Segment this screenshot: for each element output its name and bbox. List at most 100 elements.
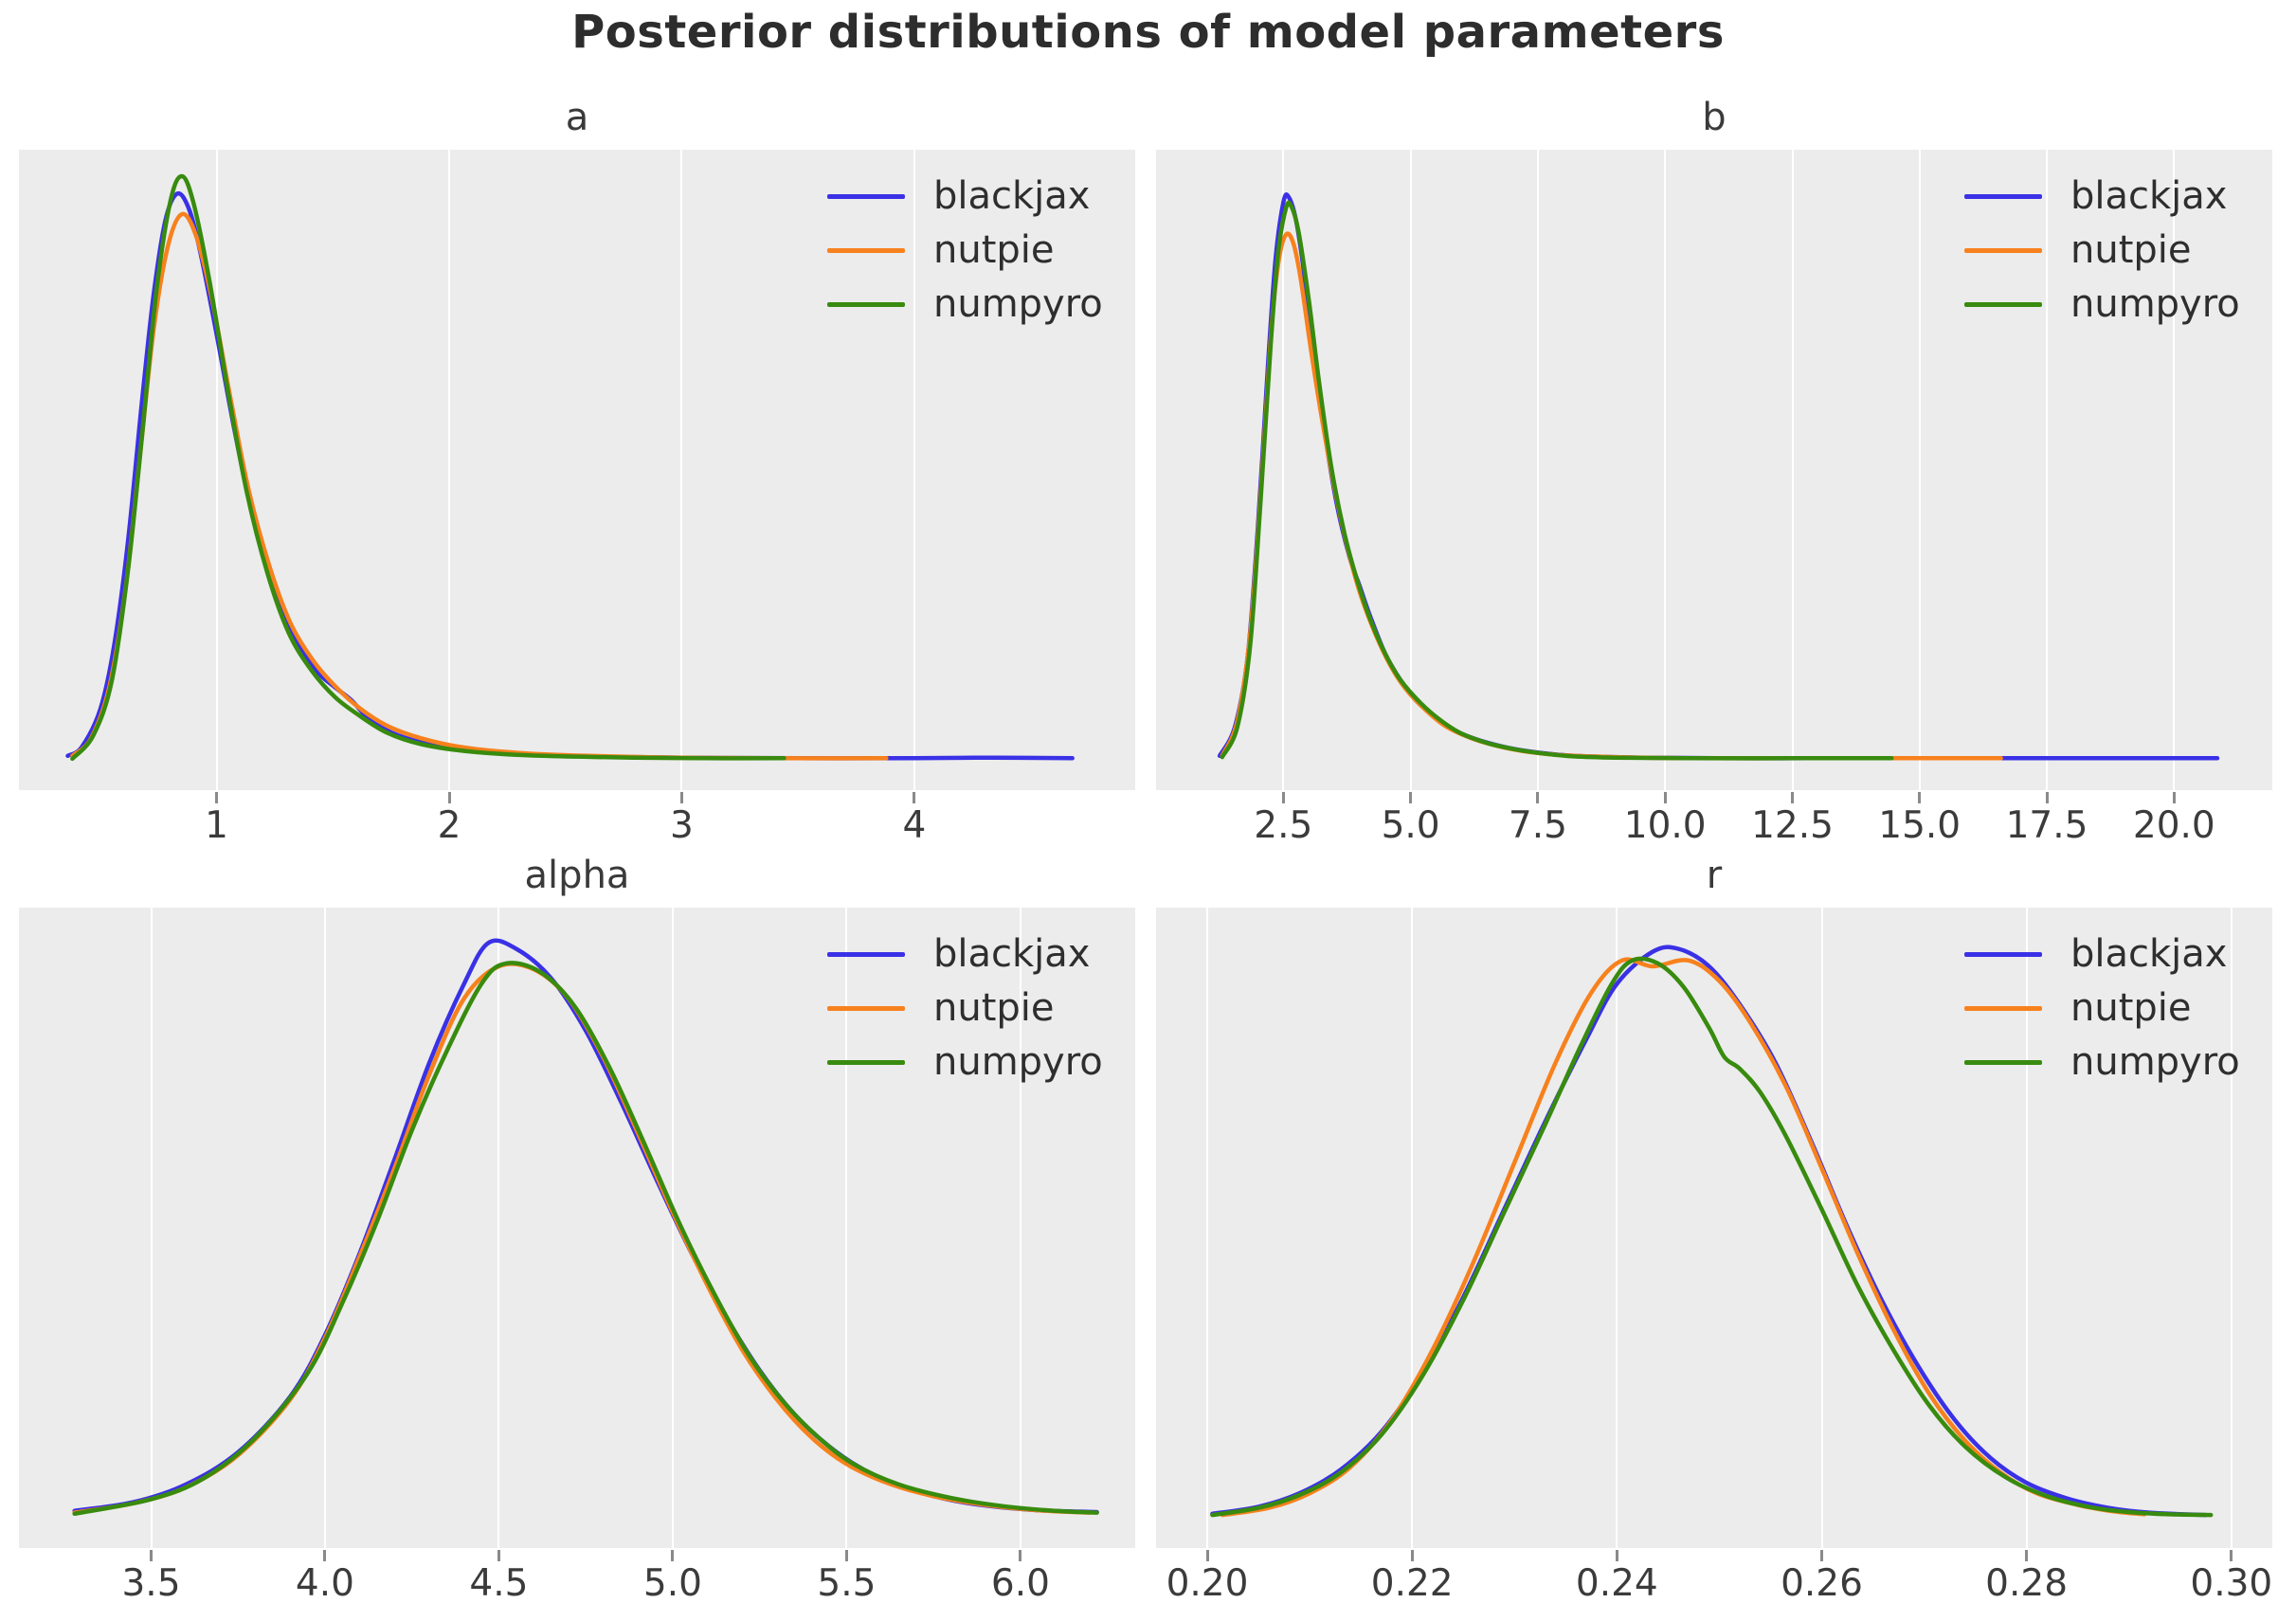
legend-entry-nutpie: nutpie: [1964, 228, 2240, 272]
plot-area-r: blackjax nutpie numpyro: [1156, 908, 2272, 1548]
tickmark-0.28: [2025, 1550, 2029, 1561]
legend-entry-nutpie: nutpie: [1964, 986, 2240, 1030]
xtick-label-0.24: 0.24: [1575, 1562, 1658, 1605]
kde-line-numpyro: [1220, 200, 1894, 761]
tickmark-4.5: [497, 1550, 500, 1561]
legend-label-numpyro: numpyro: [2070, 1040, 2240, 1084]
subplot-title-a: a: [565, 96, 589, 139]
x-axis-tick-labels-r: 0.20 0.22 0.24 0.26 0.28 0.30: [1156, 1561, 2273, 1609]
xtick-label-3: 3: [669, 804, 694, 847]
x-axis-tickmarks-r: [1156, 1548, 2272, 1561]
xtick-label-0.28: 0.28: [1985, 1562, 2069, 1605]
gridline-x-1: [215, 150, 218, 790]
gridline-x-0.24: [1616, 908, 1618, 1548]
legend-label-nutpie: nutpie: [2070, 228, 2192, 272]
tickmark-20: [2172, 792, 2176, 803]
tickmark-3.5: [150, 1550, 153, 1561]
xtick-label-12.5: 12.5: [1751, 804, 1834, 847]
gridline-x-2.5: [1282, 150, 1285, 790]
xtick-label-5.0: 5.0: [642, 1562, 702, 1605]
legend-entry-numpyro: numpyro: [827, 1040, 1103, 1084]
gridline-x-6: [1019, 908, 1021, 1548]
xtick-label-1: 1: [205, 804, 228, 847]
legend-entry-blackjax: blackjax: [1964, 174, 2240, 218]
gridline-x-0.3: [2230, 908, 2233, 1548]
figure-title: Posterior distributions of model paramet…: [571, 6, 1725, 59]
xtick-label-10.0: 10.0: [1623, 804, 1707, 847]
tickmark-7.5: [1536, 792, 1540, 803]
tickmark-4: [913, 792, 916, 803]
legend-line-swatch-nutpie: [1964, 247, 2042, 253]
kde-line-numpyro: [70, 173, 786, 762]
xtick-label-20.0: 20.0: [2132, 804, 2215, 847]
xtick-label-2.5: 2.5: [1254, 804, 1313, 847]
gridline-x-5: [671, 908, 674, 1548]
xtick-label-0.20: 0.20: [1166, 1562, 1249, 1605]
tickmark-0.3: [2230, 1550, 2233, 1561]
x-axis-tickmarks-b: [1156, 790, 2272, 803]
subplot-panel-a: a blackjax nutpie numpyro 1 2 3 4: [19, 95, 1135, 853]
gridline-x-0.28: [2025, 908, 2028, 1548]
legend-entry-blackjax: blackjax: [827, 174, 1103, 218]
kde-line-nutpie: [70, 211, 889, 761]
tickmark-2.5: [1281, 792, 1285, 803]
legend-label-numpyro: numpyro: [933, 282, 1103, 326]
legend-entry-numpyro: numpyro: [1964, 282, 2240, 326]
subplot-panel-b: b blackjax nutpie numpyro 2.5 5.0 7.5 10.0 12.5…: [1156, 95, 2272, 853]
legend-alpha: blackjax nutpie numpyro: [827, 932, 1103, 1084]
xtick-label-6.0: 6.0: [990, 1562, 1050, 1605]
kde-curves-r: [1210, 945, 2214, 1518]
gridline-x-3: [680, 150, 683, 790]
legend-r: blackjax nutpie numpyro: [1964, 932, 2240, 1084]
xtick-label-4.0: 4.0: [295, 1562, 354, 1605]
tickmark-0.2: [1205, 1550, 1209, 1561]
x-axis-tick-labels-a: 1 2 3 4: [19, 803, 1135, 851]
plot-area-b: blackjax nutpie numpyro: [1156, 150, 2272, 790]
gridline-x-4: [323, 908, 326, 1548]
gridline-x-7.5: [1536, 150, 1539, 790]
legend-label-blackjax: blackjax: [933, 174, 1091, 218]
xtick-label-0.30: 0.30: [2190, 1562, 2273, 1605]
x-axis-tick-labels-alpha: 3.5 4.0 4.5 5.0 5.5 6.0: [19, 1561, 1135, 1609]
legend-line-swatch-nutpie: [827, 247, 905, 253]
gridline-x-0.2: [1206, 908, 1208, 1548]
subplot-title-r: r: [1706, 854, 1723, 897]
legend-entry-blackjax: blackjax: [1964, 932, 2240, 976]
subplot-title-b: b: [1702, 96, 1727, 139]
gridline-x-17.5: [2046, 150, 2048, 790]
tickmark-17.5: [2045, 792, 2049, 803]
kde-line-numpyro: [1210, 956, 2214, 1518]
plot-area-alpha: blackjax nutpie numpyro: [19, 908, 1135, 1548]
kde-curves-a: [65, 173, 1075, 762]
tickmark-4: [323, 1550, 327, 1561]
legend-label-blackjax: blackjax: [933, 932, 1091, 976]
x-axis-tickmarks-a: [19, 790, 1135, 803]
legend-line-swatch-numpyro: [1964, 301, 2042, 307]
gridline-x-4: [913, 150, 915, 790]
xtick-label-2: 2: [437, 804, 461, 847]
legend-line-swatch-blackjax: [827, 193, 905, 199]
legend-line-swatch-numpyro: [827, 301, 905, 307]
gridline-x-12.5: [1791, 150, 1794, 790]
subplot-panel-alpha: alpha blackjax nutpie numpyro 3.5 4.0 4.5 5.0 5…: [19, 853, 1135, 1611]
tickmark-0.26: [1820, 1550, 1823, 1561]
kde-curves-b: [1217, 192, 2220, 761]
gridline-x-0.22: [1411, 908, 1414, 1548]
gridline-x-2: [448, 150, 450, 790]
legend-entry-nutpie: nutpie: [827, 986, 1103, 1030]
legend-line-swatch-nutpie: [1964, 1005, 2042, 1011]
legend-label-nutpie: nutpie: [933, 986, 1055, 1030]
subplot-title-alpha: alpha: [524, 854, 630, 897]
tickmark-15: [1918, 792, 1922, 803]
legend-line-swatch-numpyro: [1964, 1059, 2042, 1065]
xtick-label-0.22: 0.22: [1370, 1562, 1454, 1605]
gridline-x-0.26: [1820, 908, 1823, 1548]
legend-label-nutpie: nutpie: [933, 228, 1055, 272]
subplot-panel-r: r blackjax nutpie numpyro 0.20 0.22 0.24 0.26 0…: [1156, 853, 2272, 1611]
tickmark-2: [447, 792, 451, 803]
kde-curves-alpha: [72, 938, 1099, 1517]
gridline-x-10: [1664, 150, 1667, 790]
legend-label-blackjax: blackjax: [2070, 932, 2228, 976]
legend-label-numpyro: numpyro: [2070, 282, 2240, 326]
gridline-x-15: [1918, 150, 1921, 790]
